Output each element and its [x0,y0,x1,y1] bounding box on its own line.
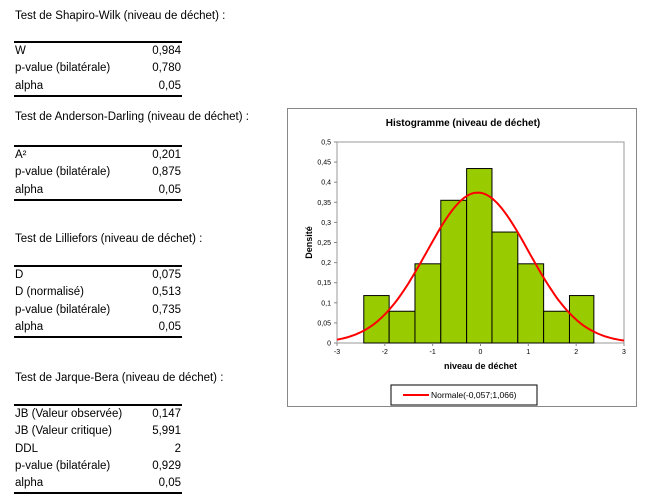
histogram-bar [543,310,570,344]
row-value: 0,875 [152,166,181,179]
row-value: 0,147 [152,408,181,420]
histogram-bar [388,310,416,344]
row-label: alpha [15,183,44,196]
row-label: alpha [15,320,44,333]
row-label: JB (Valeur observée) [15,408,123,420]
lilliefors-title: Test de Lilliefors (niveau de déchet) : [15,233,203,245]
table-row: alpha 0,05 [14,182,182,199]
x-tick-label: -1 [430,349,436,356]
x-tick-label: 0 [479,349,483,356]
row-value: 0,201 [152,149,181,161]
y-tick-label: 0,25 [317,240,331,247]
y-tick-label: 0,1 [321,300,331,307]
normal-curve [336,191,625,342]
x-axis-label: niveau de déchet [444,361,517,371]
table-row: alpha 0,05 [14,475,182,492]
row-label: D [15,269,24,281]
row-value: 0,735 [152,303,181,316]
row-label: A² [15,149,27,161]
row-value: 2 [174,442,181,455]
y-tick-label: 0,05 [317,320,331,327]
row-value: 0,05 [158,183,181,196]
y-tick-label: 0,5 [321,140,331,147]
anderson-darling-title: Test de Anderson-Darling (niveau de déch… [15,111,249,123]
table-row: p-value (bilatérale) 0,735 [14,302,182,319]
y-tick-label: 0,2 [321,260,331,267]
y-tick-label: 0,45 [317,160,331,167]
table-row: DDL 2 [14,441,182,458]
row-value: 0,513 [152,286,181,299]
y-tick-label: 0 [327,341,331,348]
x-tick-label: 3 [622,349,626,356]
histogram-bar [568,295,595,344]
row-label: D (normalisé) [15,286,85,299]
row-value: 0,05 [158,79,181,92]
row-value: 0,05 [158,477,181,490]
anderson-darling-table: A² 0,201 p-value (bilatérale) 0,875 alpha 0,0… [14,145,182,201]
row-label: p-value (bilatérale) [15,459,111,472]
y-axis-label: Densité [304,226,314,259]
y-tick-label: 0,4 [321,180,331,187]
histogram-bar [363,295,390,344]
lilliefors-table: D 0,075 D (normalisé) 0,513 p-value (bilatér… [14,265,182,339]
table-row: alpha 0,05 [14,78,182,95]
legend-box [390,384,538,406]
y-tick-label: 0,35 [317,200,331,207]
table-row: W 0,984 [14,43,182,60]
row-label: p-value (bilatérale) [15,166,111,179]
shapiro-wilk-title: Test de Shapiro-Wilk (niveau de déchet) … [15,10,226,22]
row-label: JB (Valeur critique) [15,425,112,438]
histogram-chart: Histogramme (niveau de déchet) 0 0,05 0,1 0,… [287,108,637,407]
table-row: p-value (bilatérale) 0,929 [14,458,182,475]
jarque-bera-title: Test de Jarque-Bera (niveau de déchet) : [15,372,224,384]
row-label: p-value (bilatérale) [15,62,111,75]
row-value: 0,075 [152,269,181,281]
table-row: alpha 0,05 [14,319,182,336]
row-value: 5,991 [152,425,181,438]
chart-title: Histogramme (niveau de déchet) [386,118,540,129]
y-tick-label: 0,3 [321,220,331,227]
row-value: 0,929 [152,459,181,472]
x-tick-label: 2 [574,349,578,356]
histogram-bar [491,231,519,344]
table-row: JB (Valeur critique) 5,991 [14,423,182,440]
row-value: 0,780 [152,62,181,75]
row-label: alpha [15,79,44,92]
row-label: alpha [15,477,44,490]
histogram-bar [466,168,493,344]
shapiro-wilk-table: W 0,984 p-value (bilatérale) 0,780 alpha 0,05 [14,41,182,97]
histogram-bar [414,263,442,344]
x-tick-label: -2 [382,349,388,356]
table-row: D (normalisé) 0,513 [14,284,182,301]
table-row: JB (Valeur observée) 0,147 [14,406,182,423]
x-tick-label: 1 [526,349,530,356]
y-tick-label: 0,15 [317,280,331,287]
histogram-bar [517,263,545,344]
histogram-bar [440,199,468,344]
table-row: p-value (bilatérale) 0,875 [14,164,182,181]
legend-label: Normale(-0,057;1,066) [431,390,517,400]
table-row: p-value (bilatérale) 0,780 [14,60,182,77]
row-value: 0,05 [158,320,181,333]
row-label: DDL [15,442,39,455]
row-label: W [15,45,26,57]
table-row: A² 0,201 [14,147,182,164]
row-value: 0,984 [152,45,181,57]
table-row: D 0,075 [14,267,182,284]
jarque-bera-table: JB (Valeur observée) 0,147 JB (Valeur crit… [14,404,182,495]
x-tick-label: -3 [334,349,340,356]
row-label: p-value (bilatérale) [15,303,111,316]
histogram-svg: Histogramme (niveau de déchet) 0 0,05 0,1 0,… [304,118,626,406]
